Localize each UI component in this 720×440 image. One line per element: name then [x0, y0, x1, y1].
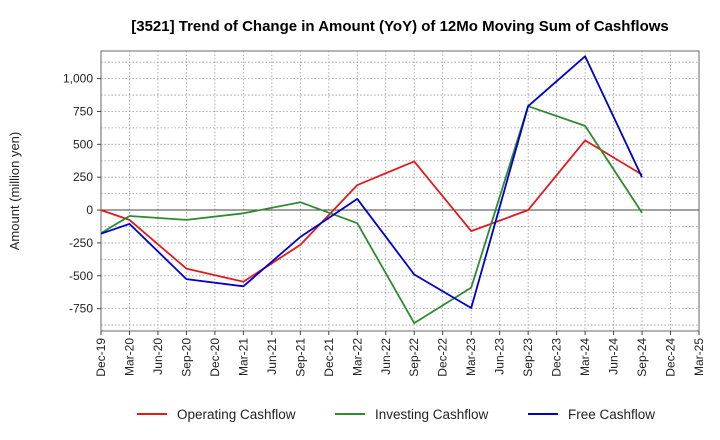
y-tick-label: 750 — [73, 104, 93, 118]
x-tick-label: Dec-20 — [208, 338, 222, 377]
x-tick-label: Dec-22 — [436, 338, 450, 377]
x-tick-label: Jun-24 — [607, 338, 621, 375]
legend-label-investing-cashflow: Investing Cashflow — [375, 407, 489, 422]
y-tick-label: 1,000 — [63, 72, 93, 86]
x-tick-label: Mar-24 — [578, 338, 592, 376]
x-tick-label: Sep-23 — [521, 338, 535, 377]
legend-label-operating-cashflow: Operating Cashflow — [177, 407, 296, 422]
y-tick-label: -500 — [69, 269, 93, 283]
x-tick-label: Dec-24 — [664, 338, 678, 377]
y-tick-label: 250 — [73, 170, 93, 184]
series-line-investing-cashflow — [100, 105, 643, 325]
x-tick-label: Mar-21 — [236, 338, 250, 376]
plot-area — [100, 50, 700, 332]
y-tick-label: 0 — [86, 203, 93, 217]
x-axis-ticks: Dec-19 Mar-20 Jun-20 Sep-20 Dec-20 Mar-21 Jun-… — [94, 331, 706, 377]
y-tick-label: -750 — [69, 302, 93, 316]
series-line-operating-cashflow — [100, 139, 643, 283]
y-axis-label: Amount (million yen) — [7, 132, 22, 251]
x-tick-label: Dec-23 — [550, 338, 564, 377]
x-tick-label: Jun-20 — [151, 338, 165, 375]
x-tick-label: Dec-19 — [94, 338, 108, 377]
series-lines — [100, 55, 643, 325]
x-tick-label: Mar-23 — [464, 338, 478, 376]
y-axis-ticks: -750 -500 -250 0 250 500 750 1,000 — [63, 72, 101, 316]
y-tick-label: 500 — [73, 137, 93, 151]
series-line-free-cashflow — [100, 55, 643, 309]
x-tick-label: Sep-22 — [407, 338, 421, 377]
x-tick-label: Dec-21 — [322, 338, 336, 377]
legend: Operating Cashflow Investing Cashflow Free… — [137, 407, 655, 422]
gridlines — [101, 51, 699, 331]
y-tick-label: -250 — [69, 236, 93, 250]
x-tick-label: Sep-20 — [179, 338, 193, 377]
x-tick-label: Mar-20 — [122, 338, 136, 376]
x-tick-label: Jun-21 — [265, 338, 279, 375]
x-tick-label: Mar-22 — [350, 338, 364, 376]
x-tick-label: Mar-25 — [692, 338, 706, 376]
x-tick-label: Jun-23 — [493, 338, 507, 375]
x-tick-label: Sep-24 — [635, 338, 649, 377]
x-tick-label: Jun-22 — [379, 338, 393, 375]
legend-label-free-cashflow: Free Cashflow — [568, 407, 655, 422]
x-tick-label: Sep-21 — [293, 338, 307, 377]
chart-title: [3521] Trend of Change in Amount (YoY) o… — [131, 18, 669, 35]
